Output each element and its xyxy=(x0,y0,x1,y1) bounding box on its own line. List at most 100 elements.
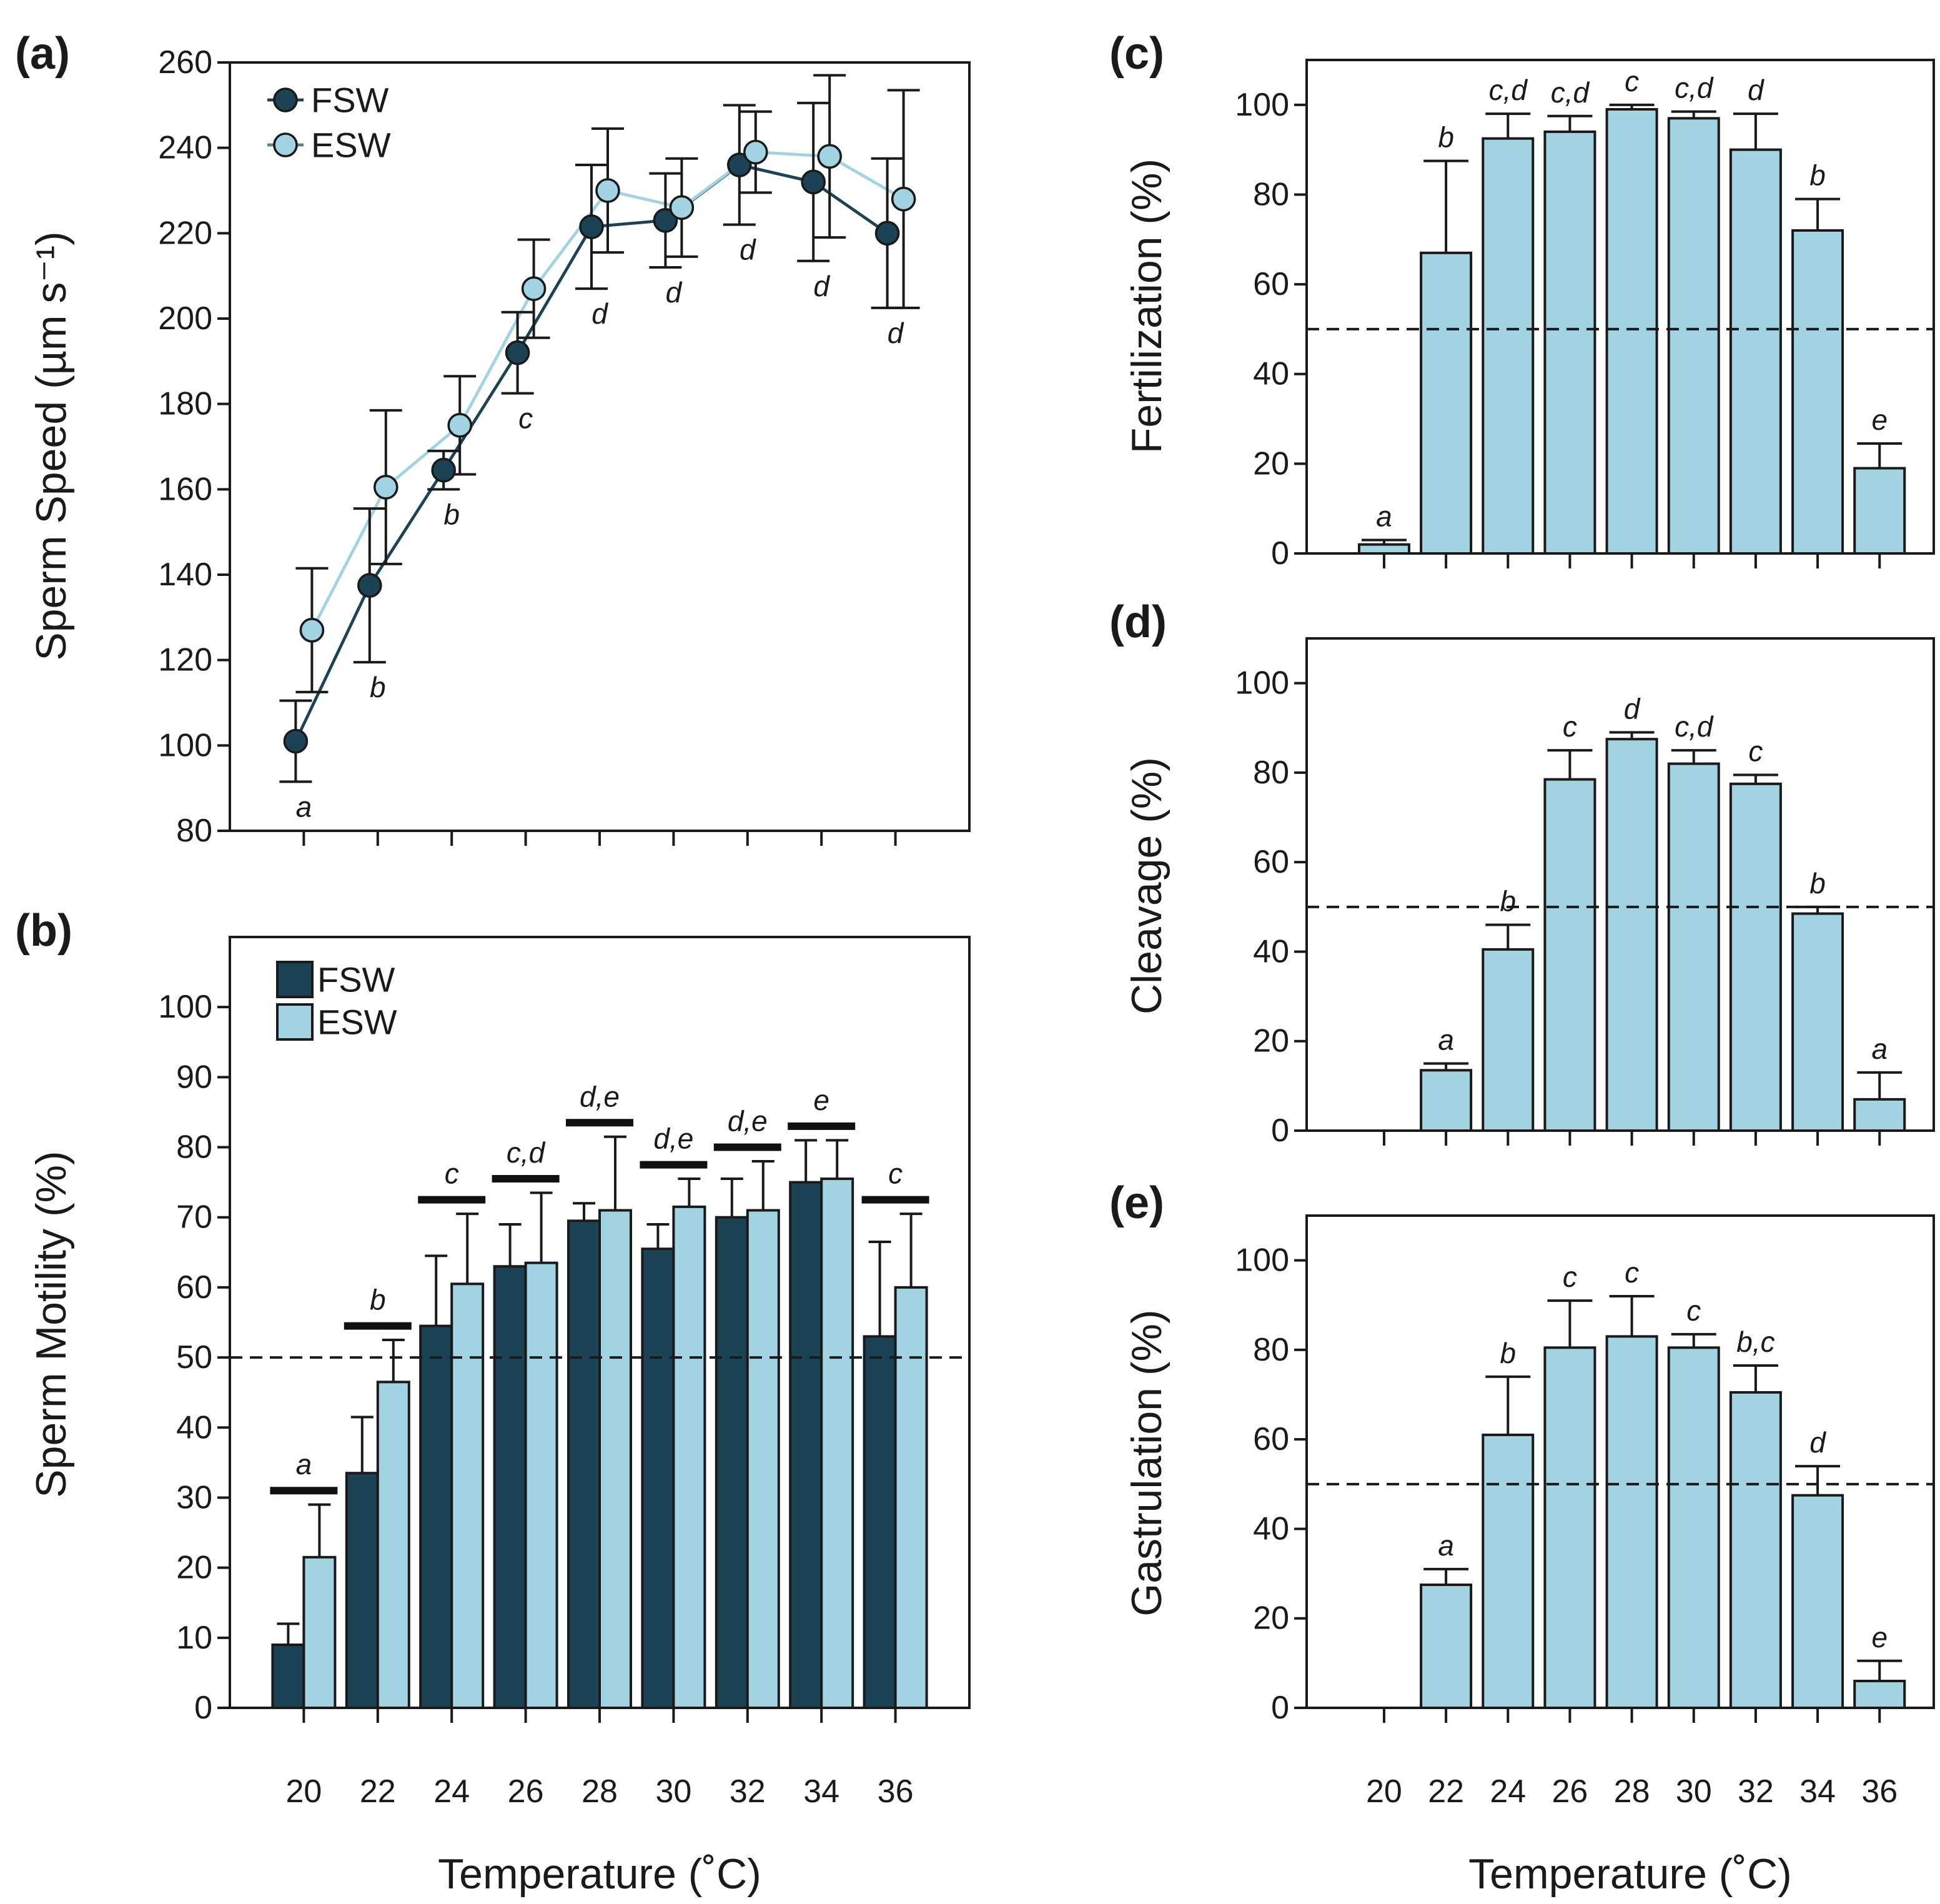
bar-20 xyxy=(1357,543,1410,555)
plot-e: a b c c c b,c d e 0 20 40 60 80 100 20 22 24 26 28 30 32 34 36 xyxy=(1235,1214,1935,1810)
significance-letter-34: d xyxy=(1809,1426,1826,1459)
significance-letter-34: b xyxy=(1809,867,1826,900)
bar-30 xyxy=(1667,762,1720,1132)
y-tick-label: 60 xyxy=(176,1269,212,1306)
point-esw-34 xyxy=(817,144,842,169)
bar-fsw-30 xyxy=(641,1247,675,1709)
significance-letter-24: b xyxy=(443,498,460,530)
point-esw-20 xyxy=(299,618,325,643)
x-tick-label: 34 xyxy=(803,1773,839,1810)
significance-letter-30: d xyxy=(666,276,683,309)
y-tick-label: 180 xyxy=(158,386,212,422)
point-esw-36 xyxy=(891,186,916,212)
y-tick-label: 40 xyxy=(1253,1510,1289,1547)
bar-esw-22 xyxy=(376,1381,410,1709)
y-tick-label: 90 xyxy=(176,1059,212,1095)
significance-letter-30: c,d xyxy=(1675,72,1714,104)
y-tick-label: 40 xyxy=(1253,933,1289,969)
significance-letter-20: a xyxy=(296,1448,312,1480)
legend-label-esw: ESW xyxy=(317,1003,397,1042)
point-fsw-36 xyxy=(874,221,900,246)
significance-letter-36: d xyxy=(888,317,904,349)
x-tick-label: 30 xyxy=(1676,1773,1712,1810)
significance-letter-28: d xyxy=(1624,692,1641,725)
plot-a: a b b c d d d d d 80 100 120 140 160 180 200 220 240 260 FS… xyxy=(158,44,971,849)
x-tick-label: 22 xyxy=(1428,1773,1464,1810)
y-axis-b: 0 10 20 30 40 50 60 70 80 90 100 xyxy=(158,989,230,1726)
legend-swatch-esw xyxy=(276,1003,314,1041)
bar-fsw-34 xyxy=(789,1181,823,1709)
significance-letter-22: b xyxy=(370,1284,386,1316)
x-tick-label: 20 xyxy=(285,1773,322,1810)
bar-fsw-28 xyxy=(567,1219,601,1709)
x-axis-c xyxy=(1382,553,1881,568)
x-tick-label: 24 xyxy=(433,1773,470,1810)
bar-fsw-20 xyxy=(271,1644,305,1710)
x-axis-d xyxy=(1382,1131,1881,1146)
point-fsw-32 xyxy=(727,152,752,177)
y-tick-label: 0 xyxy=(1271,535,1289,572)
bar-fsw-32 xyxy=(715,1216,749,1709)
legend-marker-fsw xyxy=(273,87,298,112)
point-esw-30 xyxy=(669,195,695,221)
y-tick-label: 0 xyxy=(194,1690,212,1726)
data-marks-a: a b b c d d d d d xyxy=(279,74,920,823)
y-tick-label: 20 xyxy=(1253,445,1289,482)
y-tick-label: 160 xyxy=(158,471,212,507)
y-tick-label: 0 xyxy=(1271,1690,1289,1726)
data-marks-b: a b c c,d d,e d,e d,e e c xyxy=(270,1080,929,1710)
bar-esw-30 xyxy=(672,1205,706,1709)
significance-letter-22: b xyxy=(1438,121,1454,154)
significance-letter-28: d xyxy=(591,297,608,330)
significance-letter-32: d,e xyxy=(728,1105,768,1138)
significance-letter-34: e xyxy=(813,1084,829,1116)
significance-letter-22: a xyxy=(1438,1024,1454,1056)
y-tick-label: 220 xyxy=(158,215,212,251)
point-fsw-24 xyxy=(431,457,457,483)
bar-32 xyxy=(1729,148,1782,555)
significance-letter-30: d,e xyxy=(653,1123,693,1155)
y-tick-label: 260 xyxy=(158,44,212,81)
panel-label-b: (b) xyxy=(15,906,72,956)
significance-letter-34: b xyxy=(1809,159,1826,192)
point-fsw-20 xyxy=(283,728,309,754)
significance-letter-36: a xyxy=(1871,1033,1888,1065)
plot-b: a b c c,d d,e d,e d,e e c 0 10 20 30 40 50 60 70 80 90 100 2… xyxy=(158,936,971,1810)
data-marks-d: a b c d c,d c b a xyxy=(1420,692,1906,1133)
y-tick-label: 140 xyxy=(158,557,212,593)
panel-label-a: (a) xyxy=(15,29,70,79)
y-tick-label: 50 xyxy=(176,1339,212,1376)
bar-22 xyxy=(1420,251,1473,555)
y-tick-label: 100 xyxy=(158,727,212,763)
point-fsw-30 xyxy=(653,208,678,233)
y-tick-label: 60 xyxy=(1253,1421,1289,1457)
legend-marker-esw xyxy=(273,132,298,157)
point-fsw-28 xyxy=(579,214,604,239)
y-tick-label: 80 xyxy=(1253,755,1289,791)
y-axis-a: 80 100 120 140 160 180 200 220 240 260 xyxy=(158,44,230,849)
point-fsw-34 xyxy=(801,169,826,195)
y-tick-label: 0 xyxy=(1271,1113,1289,1149)
plot-frame-d xyxy=(1305,637,1935,1132)
y-tick-label: 80 xyxy=(1253,176,1289,212)
bar-32 xyxy=(1729,782,1782,1133)
x-axis-title-right: Temperature (˚C) xyxy=(1468,1850,1792,1898)
plot-frame-c xyxy=(1305,59,1935,555)
significance-letter-20: a xyxy=(1376,500,1392,532)
x-tick-label: 26 xyxy=(508,1773,544,1810)
x-axis-b: 20 22 24 26 28 30 32 34 36 xyxy=(285,1708,914,1810)
y-axis-title-e: Gastrulation (%) xyxy=(1123,1309,1170,1616)
x-tick-label: 36 xyxy=(1861,1773,1898,1810)
panel-label-c: (c) xyxy=(1109,29,1164,79)
panel-label-e: (e) xyxy=(1109,1178,1164,1228)
significance-letter-30: c xyxy=(1686,1294,1701,1327)
x-axis-title-left: Temperature (˚C) xyxy=(438,1850,761,1898)
y-tick-label: 100 xyxy=(1235,1242,1289,1279)
y-tick-label: 120 xyxy=(158,642,212,678)
bar-32 xyxy=(1729,1391,1782,1709)
significance-letter-34: d xyxy=(813,270,830,302)
bar-fsw-22 xyxy=(345,1472,379,1709)
bar-28 xyxy=(1605,108,1658,555)
y-tick-label: 200 xyxy=(158,300,212,337)
